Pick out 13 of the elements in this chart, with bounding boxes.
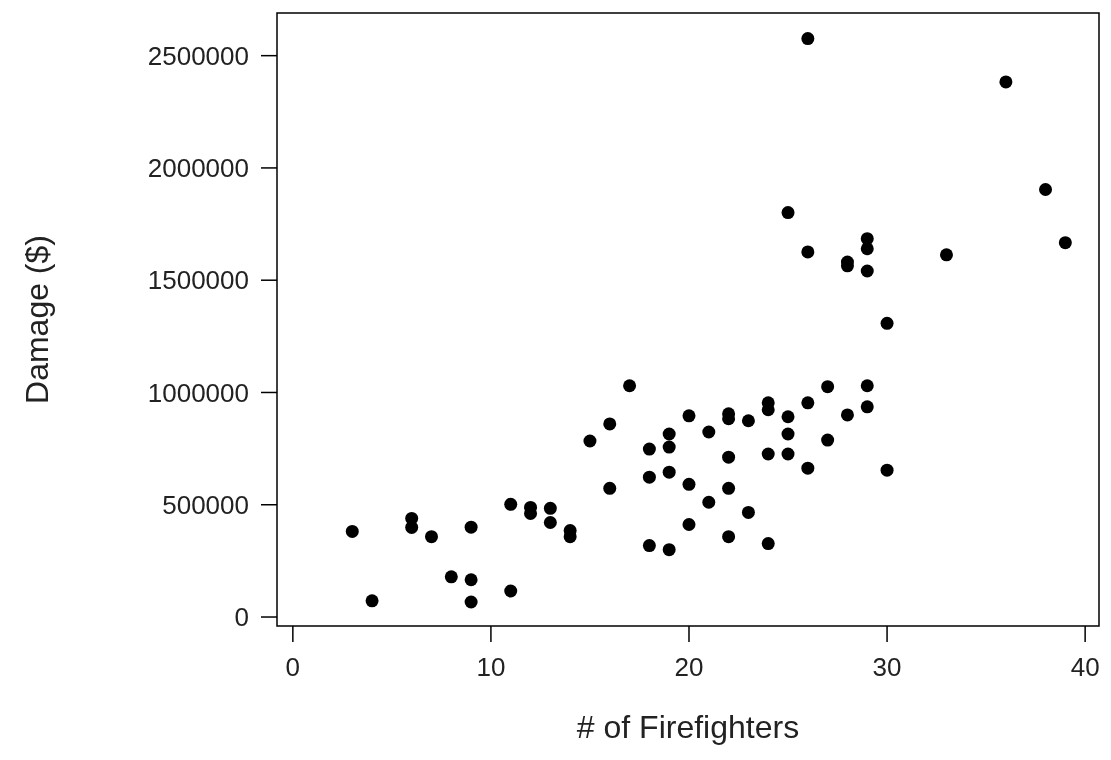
y-tick-label: 2500000 (147, 40, 249, 71)
x-tick-label: 0 (285, 652, 301, 682)
x-tick-label: 30 (872, 652, 902, 682)
x-axis-title: # of Firefighters (576, 709, 800, 745)
x-tick-label: 40 (1070, 652, 1100, 682)
x-tick-label: 20 (674, 652, 704, 682)
y-tick-label: 2000000 (147, 153, 249, 184)
x-tick-label: 10 (476, 652, 506, 682)
y-tick-label: 0 (234, 602, 249, 633)
y-axis-title: Damage ($) (19, 235, 55, 404)
y-tick-label: 500000 (162, 489, 249, 520)
y-tick-label: 1000000 (147, 377, 249, 408)
y-tick-label: 1500000 (147, 265, 249, 296)
